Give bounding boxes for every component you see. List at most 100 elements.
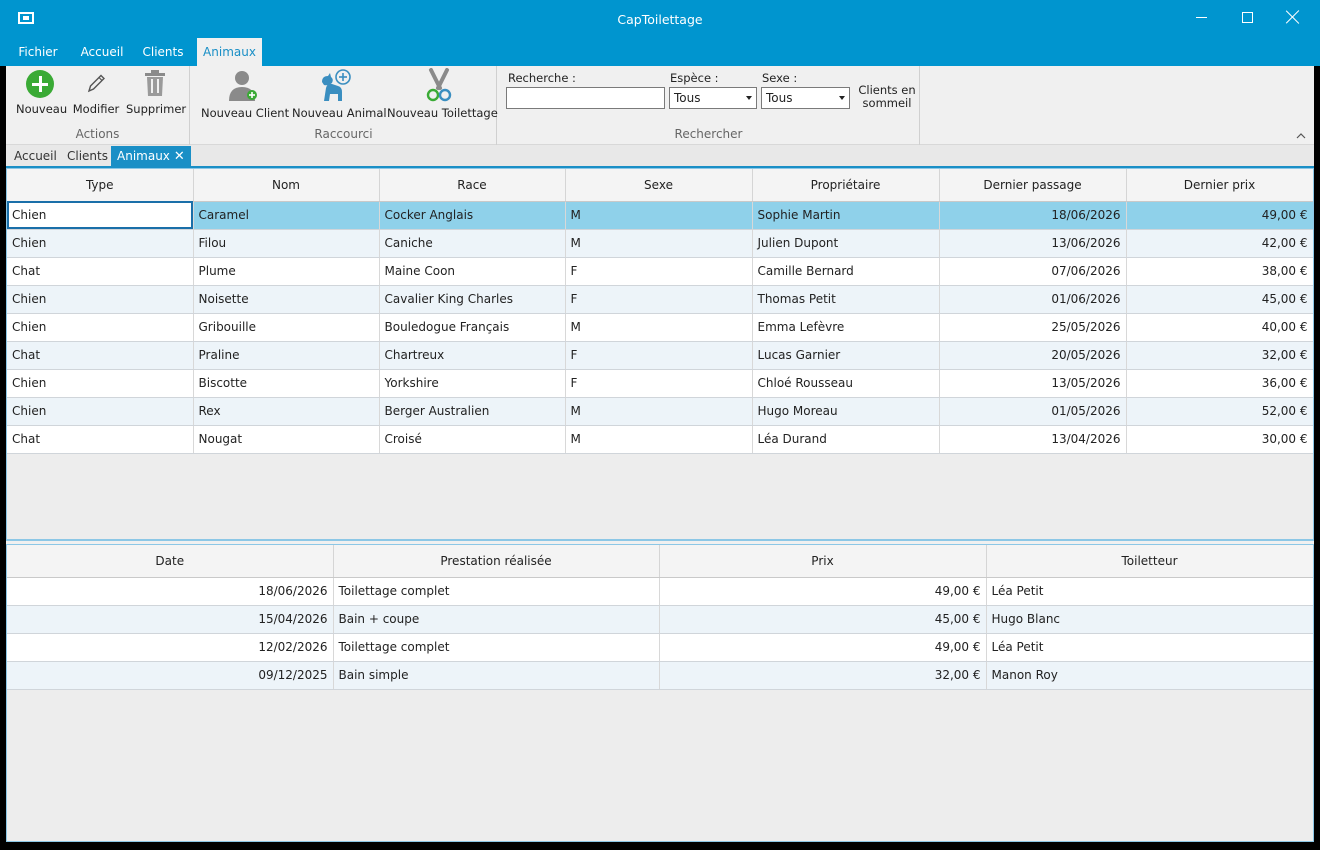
doc-tab-clients[interactable]: Clients — [67, 149, 108, 163]
close-button[interactable] — [1270, 0, 1316, 34]
table-cell[interactable]: 45,00 € — [659, 605, 987, 634]
table-cell[interactable]: Julien Dupont — [752, 229, 940, 258]
clients-sommeil-toggle[interactable]: Clients en sommeil — [856, 84, 918, 110]
table-cell[interactable]: Léa Petit — [986, 577, 1313, 606]
table-cell[interactable]: 32,00 € — [659, 661, 987, 690]
maximize-button[interactable] — [1224, 0, 1270, 34]
table-cell[interactable]: Chien — [7, 285, 194, 314]
table-cell[interactable]: Lucas Garnier — [752, 341, 940, 370]
table-cell[interactable]: Berger Australien — [379, 397, 566, 426]
table-cell[interactable]: Toilettage complet — [333, 577, 660, 606]
table-cell[interactable]: Hugo Blanc — [986, 605, 1313, 634]
tab-accueil[interactable]: Accueil — [80, 45, 124, 59]
table-cell[interactable]: 40,00 € — [1126, 313, 1313, 342]
table-cell[interactable]: Rex — [193, 397, 380, 426]
table-cell[interactable]: M — [565, 397, 753, 426]
table-cell[interactable]: 36,00 € — [1126, 369, 1313, 398]
nouveau-animal-button[interactable]: Nouveau Animal — [292, 68, 387, 120]
table-cell[interactable]: Léa Petit — [986, 633, 1313, 662]
table-cell[interactable]: Yorkshire — [379, 369, 566, 398]
column-header-prix[interactable]: Prix — [659, 545, 987, 578]
supprimer-button[interactable]: Supprimer — [126, 68, 186, 116]
animal-row[interactable]: Chien Noisette Cavalier King Charles F Thoma… — [7, 285, 1313, 314]
animal-row[interactable]: Chien Filou Caniche M Julien Dupont 13/06/202… — [7, 229, 1313, 258]
table-cell[interactable]: Cavalier King Charles — [379, 285, 566, 314]
table-cell[interactable]: 12/02/2026 — [7, 633, 334, 662]
grid-splitter[interactable] — [6, 540, 1314, 544]
column-header-dernier-prix[interactable]: Dernier prix — [1126, 169, 1313, 202]
table-cell[interactable]: Biscotte — [193, 369, 380, 398]
table-cell[interactable]: 49,00 € — [659, 577, 987, 606]
animal-row[interactable]: Chat Plume Maine Coon F Camille Bernard 07/06… — [7, 257, 1313, 286]
table-cell[interactable]: Sophie Martin — [752, 201, 940, 230]
table-cell[interactable]: M — [565, 229, 753, 258]
table-cell[interactable]: 13/06/2026 — [939, 229, 1127, 258]
table-cell[interactable]: M — [565, 201, 753, 230]
column-header-prestation[interactable]: Prestation réalisée — [333, 545, 660, 578]
table-cell[interactable]: 52,00 € — [1126, 397, 1313, 426]
table-cell[interactable]: 01/05/2026 — [939, 397, 1127, 426]
history-row[interactable]: 09/12/2025 Bain simple 32,00 € Manon Roy — [7, 661, 1313, 690]
table-cell[interactable]: F — [565, 369, 753, 398]
table-cell[interactable]: Chartreux — [379, 341, 566, 370]
table-cell[interactable]: Chat — [7, 425, 194, 454]
column-header-toiletteur[interactable]: Toiletteur — [986, 545, 1313, 578]
table-cell[interactable]: F — [565, 285, 753, 314]
table-cell[interactable]: Chien — [7, 369, 194, 398]
table-cell[interactable]: 13/05/2026 — [939, 369, 1127, 398]
table-cell[interactable]: 09/12/2025 — [7, 661, 334, 690]
table-cell[interactable]: 30,00 € — [1126, 425, 1313, 454]
table-cell[interactable]: 32,00 € — [1126, 341, 1313, 370]
search-input[interactable] — [506, 87, 665, 109]
table-cell[interactable]: 13/04/2026 — [939, 425, 1127, 454]
espece-select[interactable]: Tous — [669, 87, 757, 109]
history-row[interactable]: 18/06/2026 Toilettage complet 49,00 € Léa P… — [7, 577, 1313, 606]
table-cell[interactable]: Chien — [7, 397, 194, 426]
table-cell[interactable]: Chat — [7, 341, 194, 370]
table-cell[interactable]: F — [565, 257, 753, 286]
tab-fichier[interactable]: Fichier — [18, 45, 58, 59]
table-cell[interactable]: Bain simple — [333, 661, 660, 690]
column-header-nom[interactable]: Nom — [193, 169, 380, 202]
table-cell[interactable]: Praline — [193, 341, 380, 370]
table-cell[interactable]: 18/06/2026 — [7, 577, 334, 606]
table-cell[interactable]: 25/05/2026 — [939, 313, 1127, 342]
table-cell[interactable]: Bain + coupe — [333, 605, 660, 634]
table-cell[interactable]: Gribouille — [193, 313, 380, 342]
animal-row[interactable]: Chien Biscotte Yorkshire F Chloé Rousseau 13/… — [7, 369, 1313, 398]
collapse-ribbon-icon[interactable] — [1296, 132, 1306, 140]
table-cell[interactable]: M — [565, 313, 753, 342]
table-cell[interactable]: Bouledogue Français — [379, 313, 566, 342]
table-cell[interactable]: Cocker Anglais — [379, 201, 566, 230]
table-cell[interactable]: 45,00 € — [1126, 285, 1313, 314]
tab-clients[interactable]: Clients — [142, 45, 184, 59]
column-header-type[interactable]: Type — [7, 169, 194, 202]
table-cell[interactable]: Camille Bernard — [752, 257, 940, 286]
table-cell[interactable]: Nougat — [193, 425, 380, 454]
table-cell[interactable]: Maine Coon — [379, 257, 566, 286]
table-cell[interactable]: Manon Roy — [986, 661, 1313, 690]
table-cell[interactable]: Chat — [7, 257, 194, 286]
table-cell[interactable]: 07/06/2026 — [939, 257, 1127, 286]
animal-row[interactable]: Chien Gribouille Bouledogue Français M Emma … — [7, 313, 1313, 342]
column-header-sexe[interactable]: Sexe — [565, 169, 753, 202]
column-header-race[interactable]: Race — [379, 169, 566, 202]
column-header-date[interactable]: Date — [7, 545, 334, 578]
nouveau-toilettage-button[interactable]: Nouveau Toilettage — [387, 68, 498, 120]
table-cell[interactable]: Caniche — [379, 229, 566, 258]
nouveau-button[interactable]: Nouveau — [16, 68, 67, 116]
table-cell[interactable]: Chien — [7, 229, 194, 258]
table-cell[interactable]: 38,00 € — [1126, 257, 1313, 286]
column-header-dernier-passage[interactable]: Dernier passage — [939, 169, 1127, 202]
table-cell[interactable]: 15/04/2026 — [7, 605, 334, 634]
animal-row[interactable]: Chien Caramel Cocker Anglais M Sophie Martin… — [7, 201, 1313, 230]
close-tab-icon[interactable]: ✕ — [173, 149, 185, 164]
table-cell[interactable]: Filou — [193, 229, 380, 258]
table-cell[interactable]: Chloé Rousseau — [752, 369, 940, 398]
table-cell[interactable]: M — [565, 425, 753, 454]
table-cell[interactable]: 49,00 € — [659, 633, 987, 662]
doc-tab-accueil[interactable]: Accueil — [14, 149, 57, 163]
table-cell[interactable]: Thomas Petit — [752, 285, 940, 314]
table-cell[interactable]: 01/06/2026 — [939, 285, 1127, 314]
table-cell[interactable]: Chien — [7, 313, 194, 342]
